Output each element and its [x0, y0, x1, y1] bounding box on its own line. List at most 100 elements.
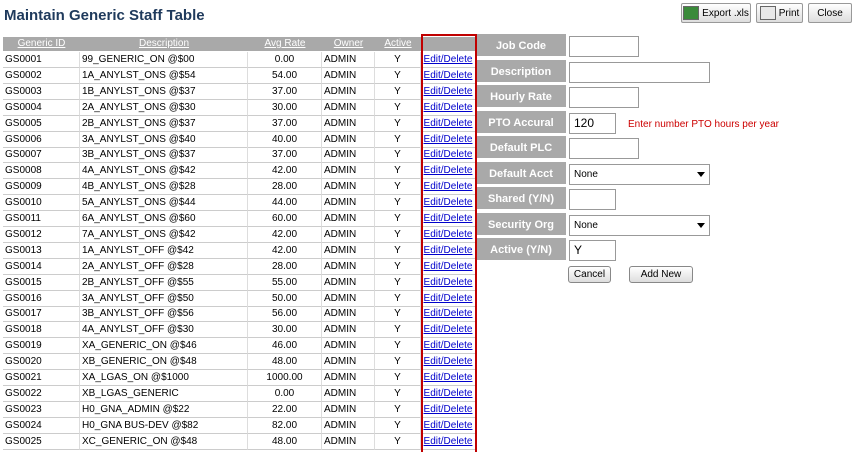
page-title: Maintain Generic Staff Table	[4, 7, 205, 24]
column-header[interactable]: Description	[80, 37, 248, 51]
text-input[interactable]	[569, 189, 616, 210]
export-label: Export .xls	[702, 7, 749, 19]
table-cell: GS0011	[3, 211, 80, 227]
close-button[interactable]: Close	[808, 3, 852, 23]
table-cell: 60.00	[248, 211, 322, 227]
table-cell: GS0016	[3, 290, 80, 307]
table-cell: GS0018	[3, 322, 80, 339]
table-cell: ADMIN	[322, 354, 375, 371]
table-cell: ADMIN	[322, 242, 375, 259]
table-cell: ADMIN	[322, 290, 375, 307]
table-cell: 28.00	[248, 179, 322, 196]
table-cell: 28.00	[248, 258, 322, 275]
table-cell: GS0012	[3, 226, 80, 243]
table-cell: 54.00	[248, 67, 322, 84]
column-header[interactable]: Owner	[322, 37, 375, 51]
table-cell: Y	[375, 274, 421, 291]
table-cell: 1A_ANYLST_OFF @$42	[80, 242, 248, 259]
cancel-button[interactable]: Cancel	[568, 266, 611, 283]
table-cell: Y	[375, 226, 421, 243]
table-cell: GS0001	[3, 52, 80, 68]
table-cell: Y	[375, 67, 421, 84]
column-header-blank	[421, 37, 476, 51]
table-cell: ADMIN	[322, 433, 375, 450]
table-cell: H0_GNA BUS-DEV @$82	[80, 417, 248, 434]
table-cell: 3A_ANYLST_OFF @$50	[80, 290, 248, 307]
table-cell: ADMIN	[322, 370, 375, 386]
table-cell: 82.00	[248, 417, 322, 434]
table-cell: GS0021	[3, 370, 80, 386]
column-header[interactable]: Generic ID	[3, 37, 80, 51]
table-cell: ADMIN	[322, 131, 375, 148]
table-cell: 6A_ANYLST_ONS @$60	[80, 211, 248, 227]
table-cell: 56.00	[248, 306, 322, 323]
table-cell: Y	[375, 52, 421, 68]
table-cell: ADMIN	[322, 179, 375, 196]
print-button[interactable]: Print	[756, 3, 803, 23]
field-label: Default PLC	[476, 136, 566, 160]
table-cell: ADMIN	[322, 417, 375, 434]
field-label: Hourly Rate	[476, 85, 566, 109]
export-button[interactable]: Export .xls	[681, 3, 751, 23]
field-label: Active (Y/N)	[476, 238, 566, 262]
table-cell: 2B_ANYLST_OFF @$55	[80, 274, 248, 291]
table-cell: Y	[375, 417, 421, 434]
table-cell: Y	[375, 322, 421, 339]
table-cell: 0.00	[248, 385, 322, 402]
table-cell: 37.00	[248, 83, 322, 100]
table-cell: GS0017	[3, 306, 80, 323]
table-cell: 3B_ANYLST_OFF @$56	[80, 306, 248, 323]
add-new-button[interactable]: Add New	[629, 266, 693, 283]
table-cell: 30.00	[248, 99, 322, 116]
table-cell: GS0008	[3, 163, 80, 180]
table-cell: 42.00	[248, 163, 322, 180]
table-cell: ADMIN	[322, 258, 375, 275]
column-header[interactable]: Active	[375, 37, 421, 51]
dropdown-arrow	[697, 171, 705, 177]
table-cell: 55.00	[248, 274, 322, 291]
table-cell: 4B_ANYLST_ONS @$28	[80, 179, 248, 196]
table-cell: 2A_ANYLST_ONS @$30	[80, 99, 248, 116]
text-input[interactable]	[569, 138, 639, 159]
column-header[interactable]: Avg Rate	[248, 37, 322, 51]
table-cell: H0_GNA_ADMIN @$22	[80, 401, 248, 418]
field-label: Description	[476, 59, 566, 84]
table-cell: ADMIN	[322, 338, 375, 355]
table-cell: 1A_ANYLST_ONS @$54	[80, 67, 248, 84]
table-cell: 22.00	[248, 401, 322, 418]
table-cell: Y	[375, 433, 421, 450]
text-input[interactable]: Y	[569, 240, 616, 261]
table-cell: GS0014	[3, 258, 80, 275]
table-cell: ADMIN	[322, 274, 375, 291]
table-cell: Y	[375, 115, 421, 132]
table-cell: 48.00	[248, 433, 322, 450]
dropdown[interactable]: None	[569, 163, 710, 185]
table-cell: 1000.00	[248, 370, 322, 386]
field-label: Security Org	[476, 212, 566, 237]
table-cell: ADMIN	[322, 99, 375, 116]
dropdown[interactable]: None	[569, 214, 710, 236]
table-cell: GS0022	[3, 385, 80, 402]
table-cell: 40.00	[248, 131, 322, 148]
text-input[interactable]	[569, 36, 639, 57]
text-input[interactable]: 120	[569, 112, 616, 134]
table-cell: 99_GENERIC_ON @$00	[80, 52, 248, 68]
table-cell: XC_GENERIC_ON @$48	[80, 433, 248, 450]
table-cell: 7A_ANYLST_ONS @$42	[80, 226, 248, 243]
table-cell: GS0003	[3, 83, 80, 100]
text-input[interactable]	[569, 61, 710, 83]
field-label: Job Code	[476, 34, 566, 58]
table-cell: 3B_ANYLST_ONS @$37	[80, 147, 248, 164]
text-input[interactable]	[569, 87, 639, 108]
table-cell: 0.00	[248, 52, 322, 68]
table-cell: GS0009	[3, 179, 80, 196]
table-cell: 50.00	[248, 290, 322, 307]
field-label: Shared (Y/N)	[476, 187, 566, 211]
table-cell: GS0005	[3, 115, 80, 132]
table-cell: ADMIN	[322, 83, 375, 100]
table-cell: XA_GENERIC_ON @$46	[80, 338, 248, 355]
field-label: PTO Accural Rate	[476, 110, 566, 153]
table-cell: ADMIN	[322, 67, 375, 84]
table-cell: 1B_ANYLST_ONS @$37	[80, 83, 248, 100]
table-cell: GS0019	[3, 338, 80, 355]
